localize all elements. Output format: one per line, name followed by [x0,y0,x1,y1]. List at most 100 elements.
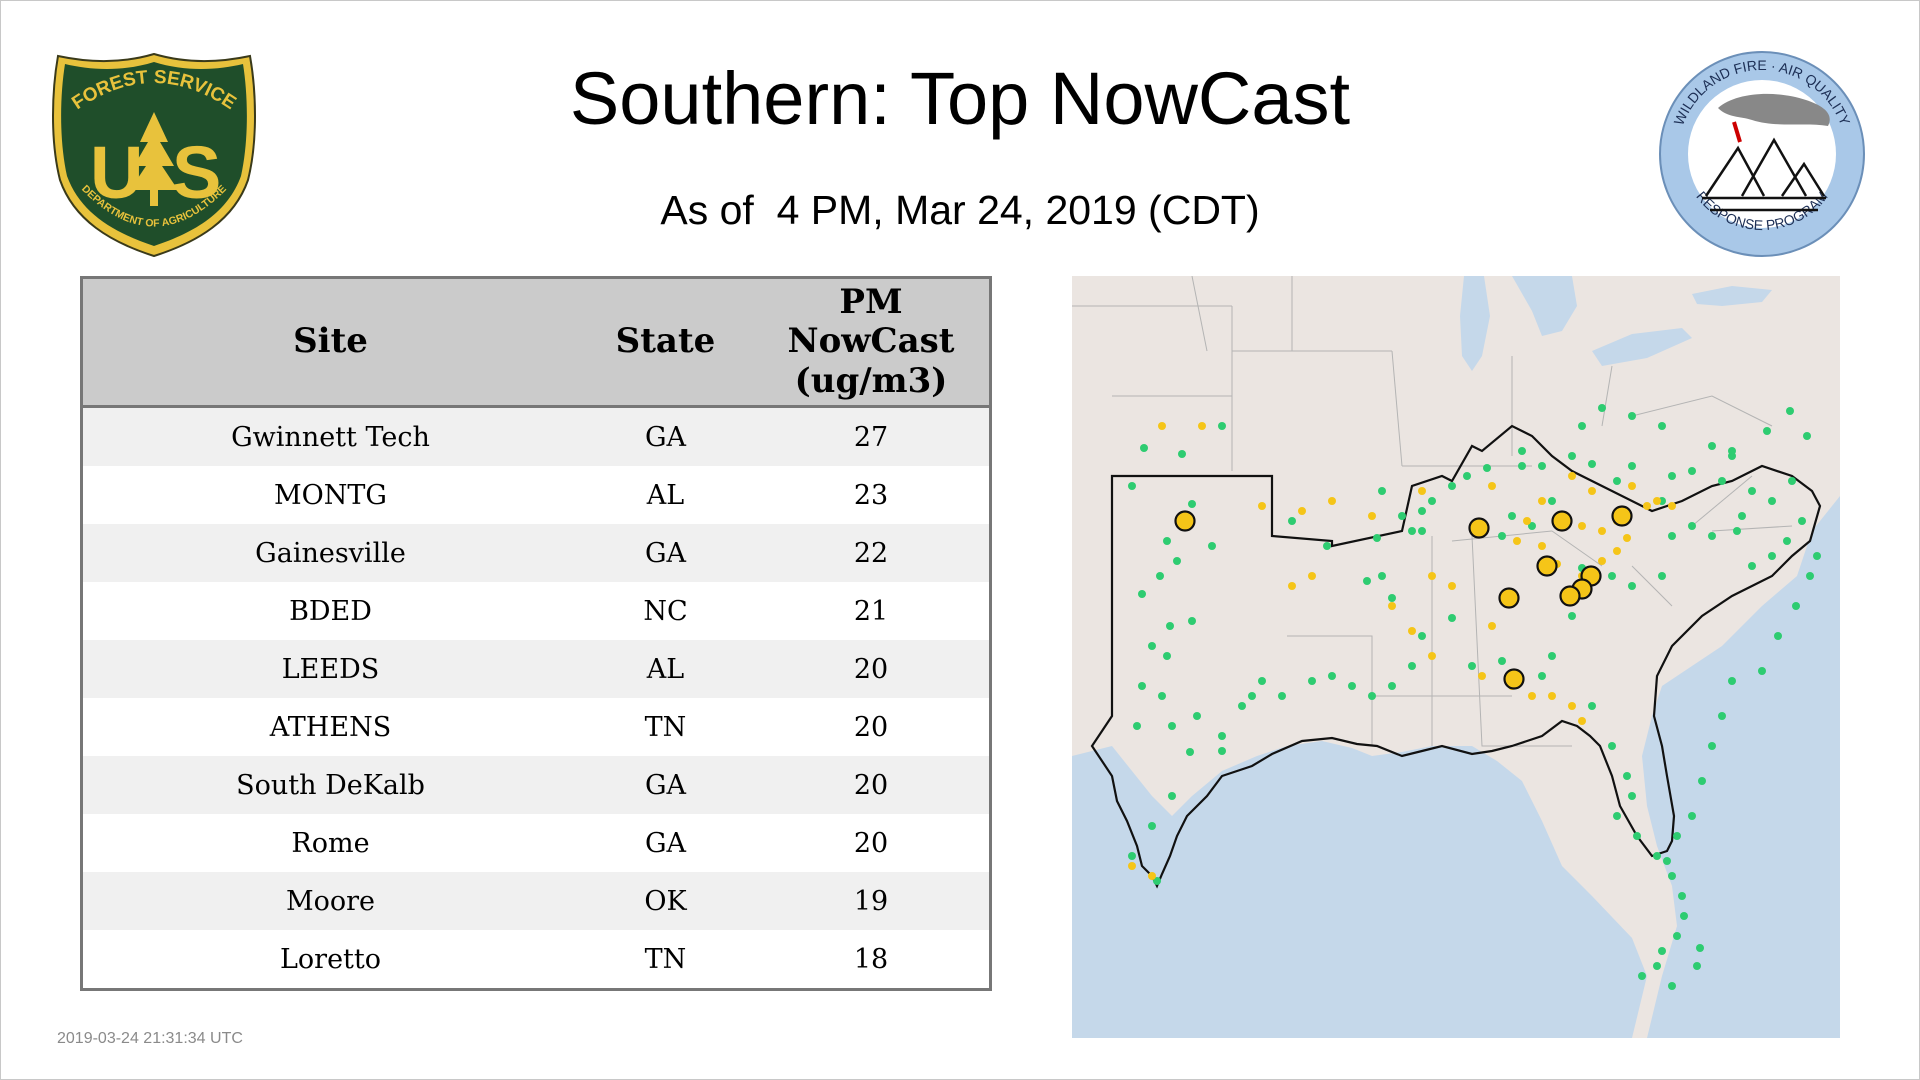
table-row: Rome GA 20 [81,814,991,872]
table-row: Moore OK 19 [81,872,991,930]
moderate-monitor-marker [1588,487,1596,495]
good-monitor-marker [1173,557,1181,565]
moderate-monitor-marker [1408,627,1416,635]
state-cell: AL [578,640,753,698]
good-monitor-marker [1188,500,1196,508]
good-monitor-marker [1258,677,1266,685]
good-monitor-marker [1128,852,1136,860]
good-monitor-marker [1148,642,1156,650]
table-row: BDED NC 21 [81,582,991,640]
moderate-monitor-marker [1578,717,1586,725]
lake-huron [1512,276,1577,336]
lake-michigan [1460,276,1490,371]
table-row: MONTG AL 23 [81,466,991,524]
good-monitor-marker [1588,460,1596,468]
pm-cell: 22 [753,524,991,582]
good-monitor-marker [1708,442,1716,450]
good-monitor-marker [1738,512,1746,520]
pm-cell: 20 [753,814,991,872]
state-cell: GA [578,756,753,814]
good-monitor-marker [1248,692,1256,700]
good-monitor-marker [1463,472,1471,480]
site-cell: ATHENS [81,698,578,756]
table-row: Gainesville GA 22 [81,524,991,582]
moderate-monitor-marker [1198,422,1206,430]
good-monitor-marker [1498,657,1506,665]
site-cell: LEEDS [81,640,578,698]
site-cell: Gainesville [81,524,578,582]
good-monitor-marker [1418,527,1426,535]
pm-cell: 19 [753,872,991,930]
moderate-monitor-marker [1418,487,1426,495]
good-monitor-marker [1128,482,1136,490]
good-monitor-marker [1133,722,1141,730]
good-monitor-marker [1718,712,1726,720]
site-cell: Rome [81,814,578,872]
good-monitor-marker [1288,517,1296,525]
good-monitor-marker [1163,537,1171,545]
lake-erie [1592,328,1692,366]
good-monitor-marker [1378,487,1386,495]
good-monitor-marker [1186,748,1194,756]
moderate-monitor-marker [1668,502,1676,510]
good-monitor-marker [1748,562,1756,570]
svg-text:U: U [90,131,143,214]
good-monitor-marker [1728,677,1736,685]
good-monitor-marker [1538,672,1546,680]
good-monitor-marker [1763,427,1771,435]
good-monitor-marker [1323,542,1331,550]
state-cell: GA [578,524,753,582]
good-monitor-marker [1308,677,1316,685]
good-monitor-marker [1568,612,1576,620]
state-cell: GA [578,406,753,466]
good-monitor-marker [1518,462,1526,470]
good-monitor-marker [1193,712,1201,720]
good-monitor-marker [1148,822,1156,830]
top-nowcast-table: Site State PM NowCast (ug/m3) Gwinnett T… [80,276,992,991]
svg-text:S: S [172,131,221,214]
site-cell: Gwinnett Tech [81,406,578,466]
moderate-monitor-marker [1598,557,1606,565]
state-boundaries [1072,276,1793,747]
good-monitor-marker [1628,412,1636,420]
moderate-monitor-marker [1653,497,1661,505]
table-header-row: Site State PM NowCast (ug/m3) [81,277,991,408]
atlantic-ocean [1642,496,1840,1038]
moderate-monitor-marker [1623,534,1631,542]
good-monitor-marker [1668,982,1676,990]
table-row: Loretto TN 18 [81,930,991,990]
moderate-monitor-marker [1448,582,1456,590]
good-monitor-marker [1668,472,1676,480]
good-monitor-marker [1658,572,1666,580]
good-monitor-marker [1678,892,1686,900]
state-cell: GA [578,814,753,872]
good-monitor-marker [1768,552,1776,560]
good-monitor-marker [1708,742,1716,750]
moderate-monitor-marker [1598,527,1606,535]
state-cell: TN [578,698,753,756]
top-site-marker [1559,585,1581,607]
good-monitor-marker [1613,477,1621,485]
top-site-marker [1498,587,1520,609]
moderate-monitor-marker [1628,482,1636,490]
good-monitor-marker [1598,404,1606,412]
state-cell: AL [578,466,753,524]
good-monitor-marker [1156,572,1164,580]
good-monitor-marker [1363,577,1371,585]
generated-timestamp: 2019-03-24 21:31:34 UTC [57,1030,243,1047]
top-site-marker [1551,510,1573,532]
good-monitor-marker [1153,877,1161,885]
good-monitor-marker [1418,507,1426,515]
table-row: South DeKalb GA 20 [81,756,991,814]
good-monitor-marker [1538,462,1546,470]
good-monitor-marker [1368,692,1376,700]
moderate-monitor-marker [1488,622,1496,630]
moderate-monitor-marker [1288,582,1296,590]
pm-cell: 23 [753,466,991,524]
table-row: ATHENS TN 20 [81,698,991,756]
good-monitor-marker [1278,692,1286,700]
lake-ontario [1692,286,1772,306]
top-site-marker [1503,668,1525,690]
good-monitor-marker [1218,747,1226,755]
good-monitor-marker [1568,452,1576,460]
